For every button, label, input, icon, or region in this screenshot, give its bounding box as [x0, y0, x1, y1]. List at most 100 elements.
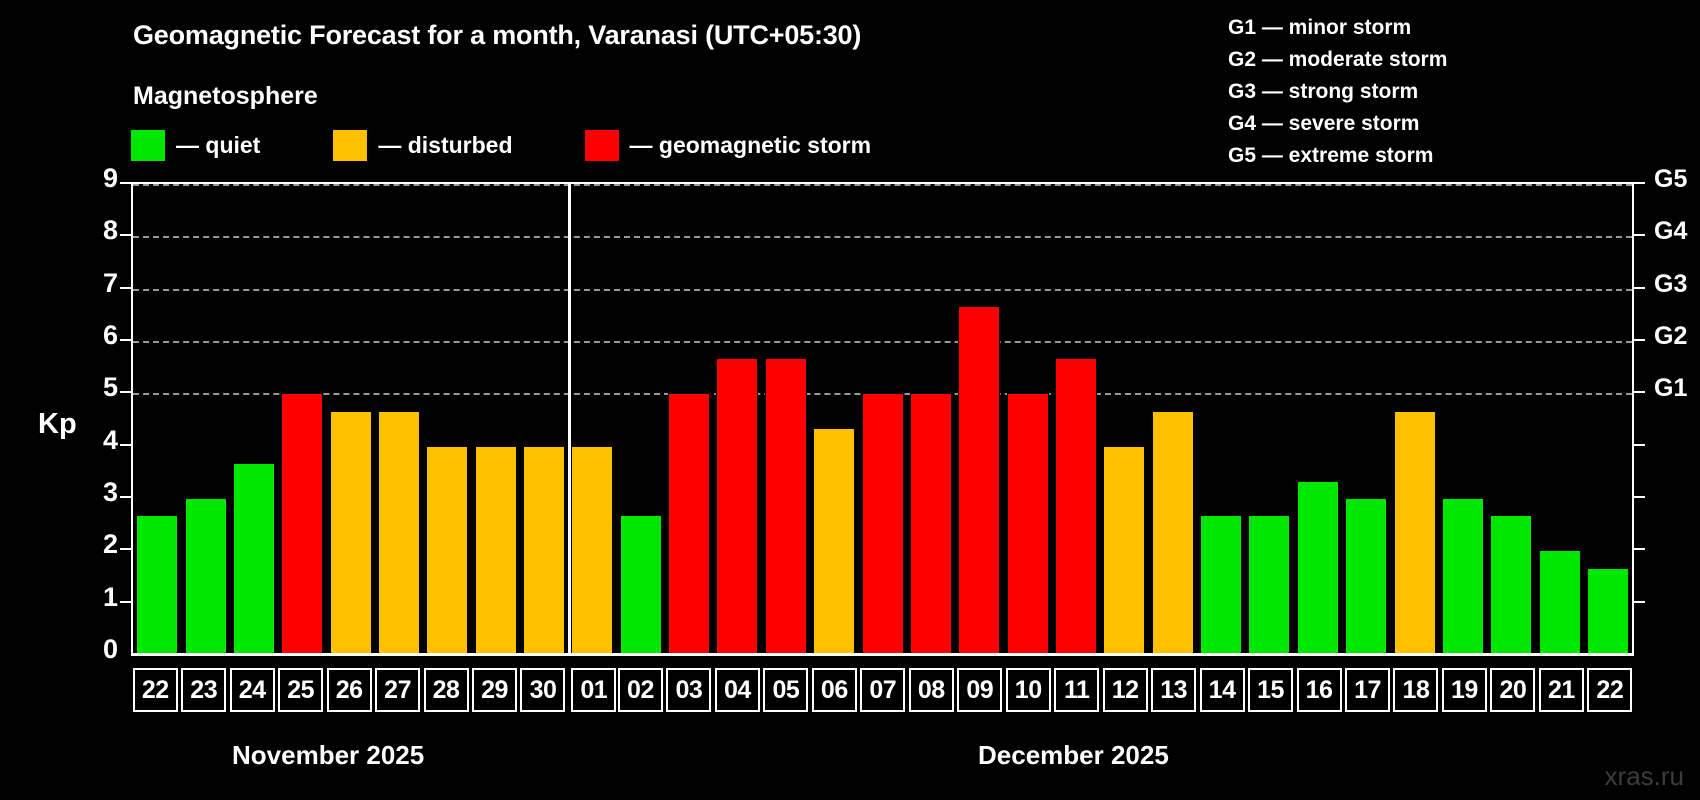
- bar-26[interactable]: [329, 410, 372, 655]
- bar-cell[interactable]: [1487, 184, 1535, 655]
- date-label-10[interactable]: 10: [1005, 668, 1051, 712]
- bar-18[interactable]: [1393, 410, 1436, 655]
- date-cell[interactable]: 15: [1246, 668, 1294, 712]
- bar-04[interactable]: [716, 358, 759, 655]
- bar-28[interactable]: [426, 445, 469, 655]
- bar-23[interactable]: [184, 498, 227, 655]
- bar-12[interactable]: [1103, 445, 1146, 655]
- bar-cell[interactable]: [1245, 184, 1293, 655]
- date-label-07[interactable]: 07: [860, 668, 906, 712]
- date-label-18[interactable]: 18: [1393, 668, 1439, 712]
- bar-cell[interactable]: [1149, 184, 1197, 655]
- bar-05[interactable]: [764, 358, 807, 655]
- bar-cell[interactable]: [1584, 184, 1632, 655]
- date-cell[interactable]: 08: [907, 668, 955, 712]
- bar-cell[interactable]: [907, 184, 955, 655]
- bar-cell[interactable]: [1342, 184, 1390, 655]
- date-label-05[interactable]: 05: [763, 668, 809, 712]
- date-cell[interactable]: 23: [179, 668, 227, 712]
- date-label-16[interactable]: 16: [1296, 668, 1342, 712]
- bar-cell[interactable]: [713, 184, 761, 655]
- bar-cell[interactable]: [858, 184, 906, 655]
- date-cell[interactable]: 09: [956, 668, 1004, 712]
- date-label-20[interactable]: 20: [1490, 668, 1536, 712]
- bar-cell[interactable]: [326, 184, 374, 655]
- date-cell[interactable]: 20: [1489, 668, 1537, 712]
- date-cell[interactable]: 06: [810, 668, 858, 712]
- date-cell[interactable]: 01: [567, 668, 617, 712]
- bar-07[interactable]: [861, 393, 904, 655]
- bar-cell[interactable]: [375, 184, 423, 655]
- bar-cell[interactable]: [665, 184, 713, 655]
- date-label-08[interactable]: 08: [908, 668, 954, 712]
- date-label-09[interactable]: 09: [957, 668, 1003, 712]
- bar-cell[interactable]: [568, 184, 616, 655]
- bar-cell[interactable]: [810, 184, 858, 655]
- date-cell[interactable]: 11: [1052, 668, 1100, 712]
- date-label-19[interactable]: 19: [1441, 668, 1487, 712]
- date-label-21[interactable]: 21: [1538, 668, 1584, 712]
- bar-cell[interactable]: [520, 184, 568, 655]
- bar-cell[interactable]: [1100, 184, 1148, 655]
- date-label-30[interactable]: 30: [520, 668, 566, 712]
- bar-29[interactable]: [474, 445, 517, 655]
- bar-cell[interactable]: [181, 184, 229, 655]
- date-label-15[interactable]: 15: [1248, 668, 1294, 712]
- date-cell[interactable]: 04: [713, 668, 761, 712]
- date-label-03[interactable]: 03: [666, 668, 712, 712]
- bar-08[interactable]: [909, 393, 952, 655]
- date-label-04[interactable]: 04: [714, 668, 760, 712]
- date-cell[interactable]: 29: [470, 668, 518, 712]
- date-cell[interactable]: 10: [1004, 668, 1052, 712]
- bar-14[interactable]: [1200, 515, 1243, 655]
- date-cell[interactable]: 22: [131, 668, 179, 712]
- bar-02[interactable]: [619, 515, 662, 655]
- bar-cell[interactable]: [617, 184, 665, 655]
- date-cell[interactable]: 21: [1537, 668, 1585, 712]
- bar-20[interactable]: [1490, 515, 1533, 655]
- date-cell[interactable]: 18: [1392, 668, 1440, 712]
- date-cell[interactable]: 12: [1101, 668, 1149, 712]
- date-label-06[interactable]: 06: [811, 668, 857, 712]
- bar-cell[interactable]: [278, 184, 326, 655]
- date-label-12[interactable]: 12: [1102, 668, 1148, 712]
- date-cell[interactable]: 30: [519, 668, 567, 712]
- bar-17[interactable]: [1345, 498, 1388, 655]
- bar-06[interactable]: [813, 428, 856, 655]
- date-cell[interactable]: 05: [762, 668, 810, 712]
- bar-cell[interactable]: [1390, 184, 1438, 655]
- date-cell[interactable]: 13: [1149, 668, 1197, 712]
- bar-09[interactable]: [958, 305, 1001, 655]
- date-cell[interactable]: 17: [1343, 668, 1391, 712]
- bar-19[interactable]: [1441, 498, 1484, 655]
- date-label-28[interactable]: 28: [423, 668, 469, 712]
- date-label-22[interactable]: 22: [132, 668, 178, 712]
- date-label-17[interactable]: 17: [1344, 668, 1390, 712]
- bar-16[interactable]: [1296, 480, 1339, 655]
- bar-30[interactable]: [523, 445, 566, 655]
- bar-cell[interactable]: [230, 184, 278, 655]
- date-cell[interactable]: 26: [325, 668, 373, 712]
- bar-cell[interactable]: [1197, 184, 1245, 655]
- bar-15[interactable]: [1248, 515, 1291, 655]
- bar-11[interactable]: [1055, 358, 1097, 655]
- date-cell[interactable]: 07: [859, 668, 907, 712]
- bar-24[interactable]: [232, 462, 275, 655]
- bar-01[interactable]: [571, 445, 614, 655]
- bar-cell[interactable]: [1052, 184, 1100, 655]
- bar-cell[interactable]: [1003, 184, 1051, 655]
- date-cell[interactable]: 02: [616, 668, 664, 712]
- date-label-27[interactable]: 27: [375, 668, 421, 712]
- date-cell[interactable]: 19: [1440, 668, 1488, 712]
- date-cell[interactable]: 28: [422, 668, 470, 712]
- bar-25[interactable]: [281, 393, 324, 655]
- date-label-13[interactable]: 13: [1151, 668, 1197, 712]
- bar-cell[interactable]: [762, 184, 810, 655]
- date-cell[interactable]: 27: [373, 668, 421, 712]
- date-label-23[interactable]: 23: [181, 668, 227, 712]
- date-label-01[interactable]: 01: [571, 668, 617, 712]
- bar-cell[interactable]: [1439, 184, 1487, 655]
- bar-13[interactable]: [1151, 410, 1194, 655]
- bar-cell[interactable]: [133, 184, 181, 655]
- date-label-02[interactable]: 02: [617, 668, 663, 712]
